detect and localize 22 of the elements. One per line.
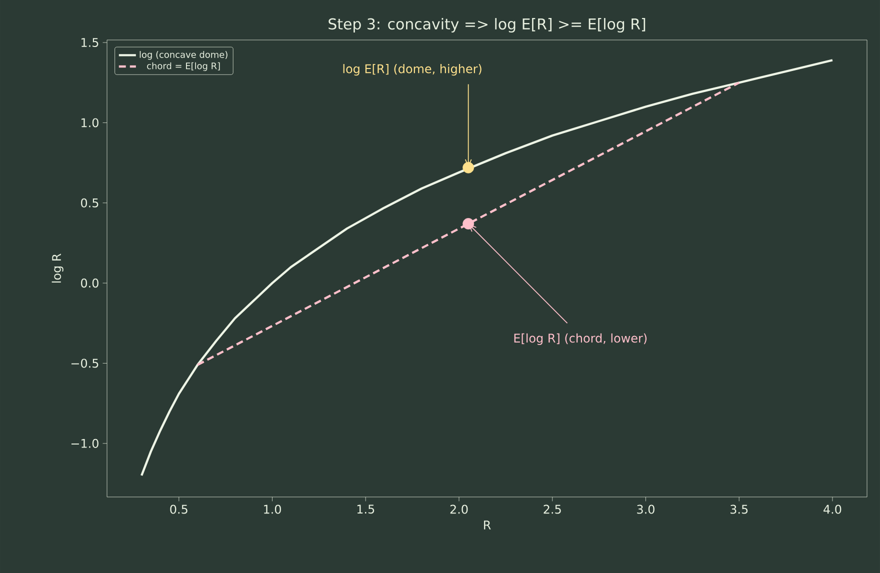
x-tick-label: 2.0: [450, 504, 468, 514]
line-series: [140, 59, 834, 477]
x-tick-label: 0.5: [170, 504, 188, 514]
y-tick-label: 1.5: [82, 38, 98, 47]
annotation: log E[R] (dome, higher): [343, 64, 482, 76]
x-tick-label: 4.0: [824, 504, 842, 514]
y-tick-label: −1.0: [71, 438, 98, 448]
x-tick-label: 1.5: [357, 504, 374, 514]
legend-label: log (concave dome): [140, 51, 228, 60]
chart-title: Step 3: concavity => log E[R] >= E[log R]: [328, 18, 646, 32]
x-tick-label: 2.5: [544, 504, 561, 514]
y-tick-label: −0.5: [71, 358, 98, 368]
y-tick-label: 1.0: [82, 118, 98, 128]
x-tick-label: 3.0: [637, 504, 654, 514]
annotation: E[log R] (chord, lower): [514, 333, 647, 345]
x-tick-label: 1.0: [264, 504, 281, 514]
x-axis-title: R: [484, 520, 491, 530]
y-tick-label: 0.5: [81, 198, 98, 208]
legend-label: chord = E[log R]: [147, 62, 220, 71]
y-tick-label: 0.0: [81, 278, 98, 288]
x-tick-label: 3.5: [730, 504, 748, 514]
y-axis-title: log R: [52, 254, 64, 283]
